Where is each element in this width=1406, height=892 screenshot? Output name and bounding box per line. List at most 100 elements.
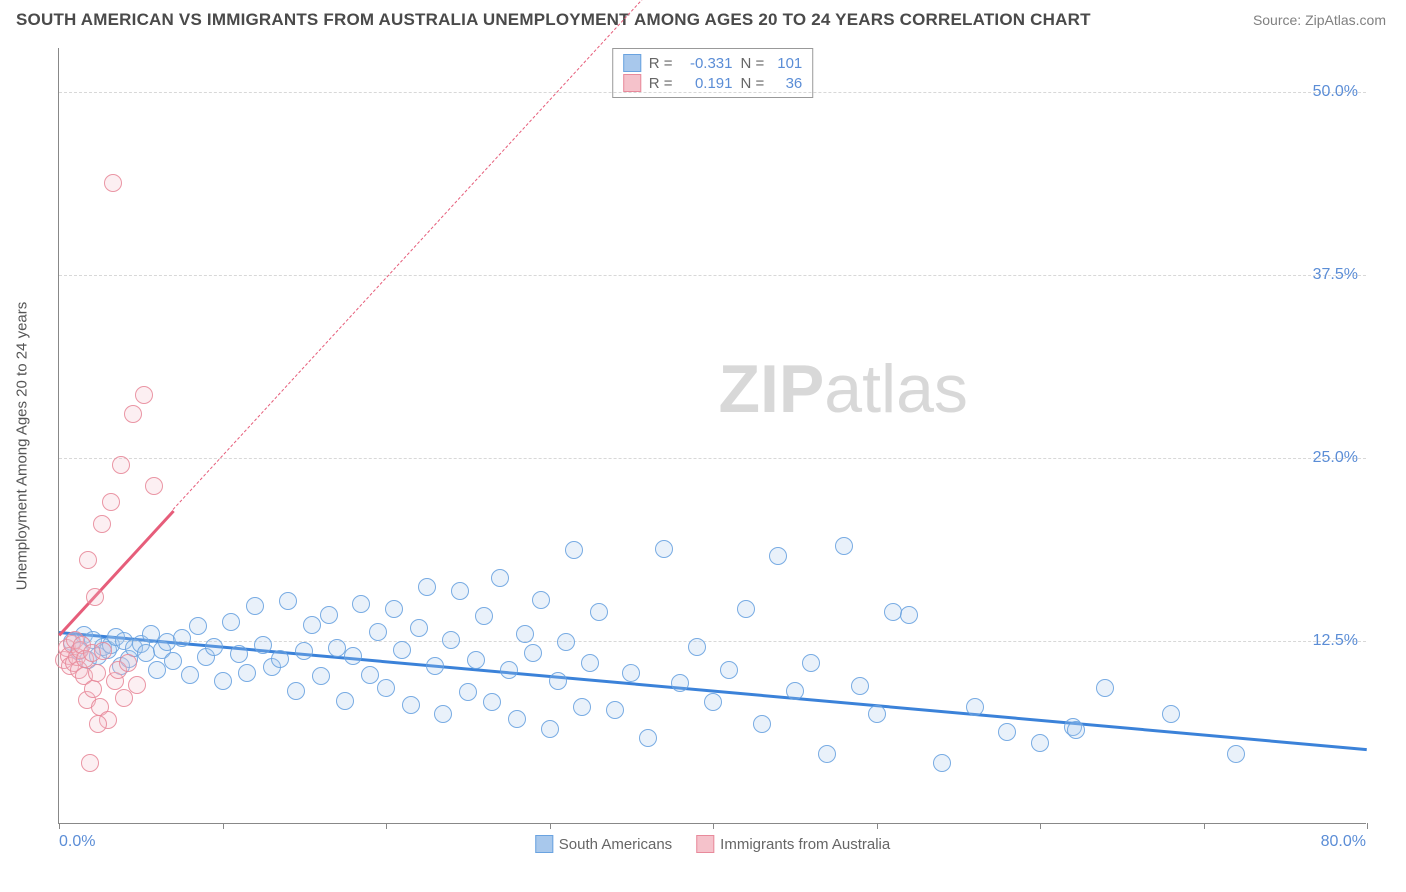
data-point [328, 639, 346, 657]
data-point [142, 625, 160, 643]
data-point [181, 666, 199, 684]
n-value-1: 36 [772, 75, 802, 92]
legend-item-1: Immigrants from Australia [696, 835, 890, 853]
legend: South Americans Immigrants from Australi… [535, 835, 890, 853]
data-point [246, 597, 264, 615]
y-axis-label: Unemployment Among Ages 20 to 24 years [14, 302, 31, 591]
n-label: N = [741, 75, 765, 92]
data-point [884, 603, 902, 621]
correlation-row-series-0: R = -0.331 N = 101 [623, 53, 803, 73]
legend-item-0: South Americans [535, 835, 672, 853]
data-point [418, 578, 436, 596]
data-point [112, 456, 130, 474]
r-value-0: -0.331 [681, 55, 733, 72]
data-point [361, 666, 379, 684]
data-point [516, 625, 534, 643]
data-point [606, 701, 624, 719]
data-point [86, 588, 104, 606]
data-point [164, 652, 182, 670]
x-tick [223, 823, 224, 829]
gridline [59, 275, 1366, 276]
data-point [459, 683, 477, 701]
data-point [998, 723, 1016, 741]
data-point [639, 729, 657, 747]
data-point [303, 616, 321, 634]
data-point [900, 606, 918, 624]
data-point [581, 654, 599, 672]
data-point [802, 654, 820, 672]
data-point [655, 540, 673, 558]
data-point [467, 651, 485, 669]
r-label: R = [649, 75, 673, 92]
data-point [966, 698, 984, 716]
data-point [377, 679, 395, 697]
data-point [590, 603, 608, 621]
data-point [312, 667, 330, 685]
y-tick-label: 50.0% [1313, 83, 1358, 101]
data-point [230, 645, 248, 663]
data-point [402, 696, 420, 714]
trend-line [58, 510, 174, 636]
data-point [352, 595, 370, 613]
data-point [148, 661, 166, 679]
data-point [753, 715, 771, 733]
r-value-1: 0.191 [681, 75, 733, 92]
plot-area: ZIPatlas R = -0.331 N = 101 R = 0.191 N … [58, 48, 1366, 824]
data-point [189, 617, 207, 635]
chart-container: SOUTH AMERICAN VS IMMIGRANTS FROM AUSTRA… [0, 0, 1406, 892]
x-tick [1367, 823, 1368, 829]
data-point [786, 682, 804, 700]
data-point [622, 664, 640, 682]
source-label: Source: ZipAtlas.com [1253, 12, 1386, 28]
data-point [475, 607, 493, 625]
data-point [410, 619, 428, 637]
data-point [238, 664, 256, 682]
y-tick-label: 25.0% [1313, 449, 1358, 467]
data-point [500, 661, 518, 679]
data-point [128, 676, 146, 694]
gridline [59, 458, 1366, 459]
n-value-0: 101 [772, 55, 802, 72]
data-point [214, 672, 232, 690]
watermark: ZIPatlas [718, 350, 967, 428]
correlation-box: R = -0.331 N = 101 R = 0.191 N = 36 [612, 48, 814, 98]
data-point [565, 541, 583, 559]
data-point [124, 405, 142, 423]
data-point [835, 537, 853, 555]
legend-label-1: Immigrants from Australia [720, 836, 890, 853]
data-point [81, 754, 99, 772]
data-point [1067, 721, 1085, 739]
x-tick [713, 823, 714, 829]
data-point [851, 677, 869, 695]
data-point [1162, 705, 1180, 723]
legend-label-0: South Americans [559, 836, 672, 853]
data-point [84, 680, 102, 698]
data-point [93, 515, 111, 533]
data-point [671, 674, 689, 692]
data-point [549, 672, 567, 690]
data-point [1227, 745, 1245, 763]
data-point [385, 600, 403, 618]
data-point [287, 682, 305, 700]
data-point [573, 698, 591, 716]
data-point [222, 613, 240, 631]
data-point [491, 569, 509, 587]
data-point [868, 705, 886, 723]
data-point [426, 657, 444, 675]
data-point [769, 547, 787, 565]
correlation-swatch-1 [623, 74, 641, 92]
data-point [205, 638, 223, 656]
data-point [145, 477, 163, 495]
x-tick-label-min: 0.0% [59, 833, 95, 851]
data-point [135, 386, 153, 404]
data-point [483, 693, 501, 711]
n-label: N = [741, 55, 765, 72]
data-point [933, 754, 951, 772]
x-tick-label-max: 80.0% [1321, 833, 1366, 851]
data-point [393, 641, 411, 659]
data-point [104, 174, 122, 192]
data-point [102, 493, 120, 511]
data-point [704, 693, 722, 711]
r-label: R = [649, 55, 673, 72]
data-point [688, 638, 706, 656]
